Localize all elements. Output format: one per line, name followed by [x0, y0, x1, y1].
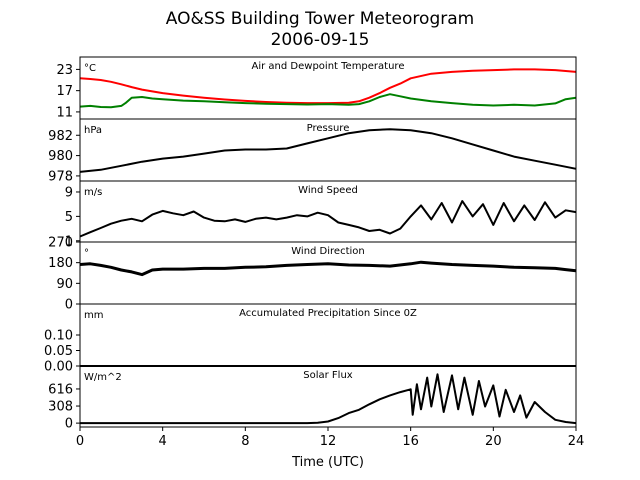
solar-flux-ytick-label: 616 [48, 382, 73, 397]
air-and-dewpoint-temperature-series-line-1 [79, 93, 577, 109]
wind-direction-series-line-0 [79, 260, 577, 277]
wind-direction-ytick-label: 0 [65, 298, 73, 313]
accumulated-precipitation-since-0z-ytick-label: 0.00 [44, 360, 73, 375]
wind-speed-unit-label: m/s [84, 187, 102, 198]
air-and-dewpoint-temperature-series-line-0 [79, 68, 577, 105]
pressure-series-line-0 [79, 128, 577, 173]
wind-speed-panel-title: Wind Speed [298, 185, 358, 196]
x-axis-tick-label: 24 [568, 434, 585, 449]
wind-direction-ytick-label: 90 [56, 277, 73, 292]
solar-flux-panel-title: Solar Flux [303, 370, 353, 381]
x-axis-tick-label: 16 [402, 434, 419, 449]
pressure-unit-label: hPa [84, 125, 102, 136]
wind-speed-ytick-label: 9 [65, 185, 73, 200]
pressure-ytick-label: 978 [48, 169, 73, 184]
x-axis-label: Time (UTC) [291, 455, 364, 470]
x-axis-tick-label: 4 [159, 434, 167, 449]
x-axis-tick-label: 8 [241, 434, 249, 449]
x-axis-tick-label: 20 [485, 434, 502, 449]
figure-title-line1: AO&SS Building Tower Meteorogram [166, 9, 474, 29]
solar-flux-ytick-label: 308 [48, 400, 73, 415]
pressure-ytick-label: 982 [48, 129, 73, 144]
solar-flux-ytick-label: 0 [65, 417, 73, 432]
solar-flux-unit-label: W/m^2 [84, 372, 122, 383]
accumulated-precipitation-since-0z-unit-label: mm [84, 310, 103, 321]
pressure-ytick-label: 980 [48, 149, 73, 164]
wind-direction-ytick-label: 270 [48, 236, 73, 251]
air-and-dewpoint-temperature-ytick-label: 17 [56, 84, 73, 99]
wind-direction-ytick-label: 180 [48, 256, 73, 271]
solar-flux-series-line-0 [80, 373, 577, 425]
accumulated-precipitation-since-0z-ytick-label: 0.10 [44, 329, 73, 344]
air-and-dewpoint-temperature-unit-label: °C [84, 63, 96, 74]
wind-speed-series-line-0 [79, 200, 577, 238]
pressure-panel-title: Pressure [307, 123, 350, 134]
x-axis-tick-label: 0 [76, 434, 84, 449]
air-and-dewpoint-temperature-ytick-label: 11 [56, 105, 73, 120]
wind-direction-unit-label: ° [84, 248, 89, 259]
figure-title-line2: 2006-09-15 [271, 30, 370, 50]
wind-speed-ytick-label: 1 [65, 234, 73, 249]
air-and-dewpoint-temperature-ytick-label: 23 [56, 63, 73, 78]
x-axis-tick-label: 12 [320, 434, 337, 449]
accumulated-precipitation-since-0z-ytick-label: 0.05 [44, 344, 73, 359]
wind-direction-panel-title: Wind Direction [291, 246, 365, 257]
wind-speed-ytick-label: 5 [65, 210, 73, 225]
accumulated-precipitation-since-0z-panel-title: Accumulated Precipitation Since 0Z [239, 308, 417, 319]
air-and-dewpoint-temperature-panel-title: Air and Dewpoint Temperature [252, 61, 405, 72]
